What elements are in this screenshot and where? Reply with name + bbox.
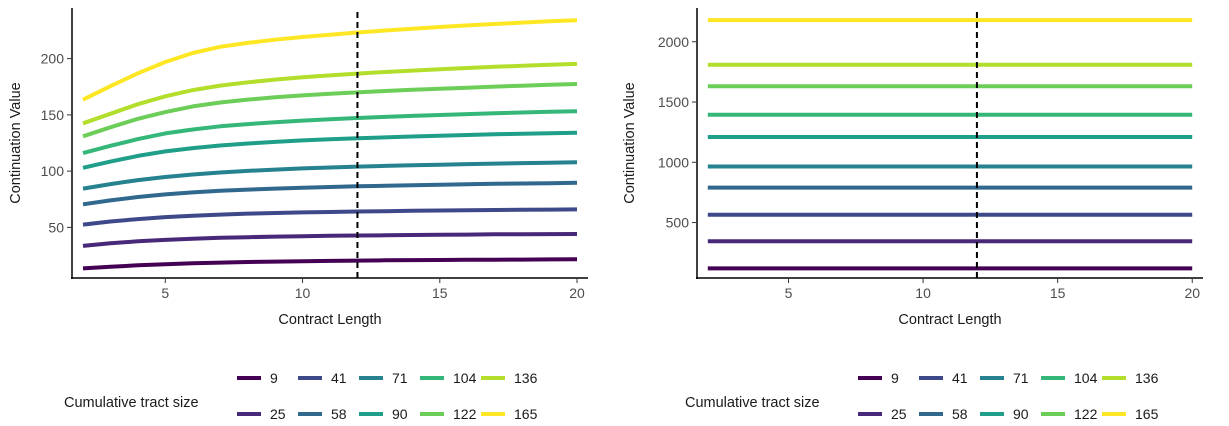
- y-tick-label: 2000: [658, 34, 689, 50]
- x-axis-title: Contract Length: [898, 312, 1001, 328]
- legend-label: 71: [392, 370, 408, 386]
- legend-label: 25: [270, 406, 286, 422]
- legend-label: 58: [331, 406, 347, 422]
- legend-label: 136: [514, 370, 538, 386]
- series-line-41: [82, 207, 578, 227]
- legend-label: 90: [1013, 406, 1029, 422]
- series-line-25: [82, 232, 578, 248]
- legend-title: Cumulative tract size: [685, 395, 820, 411]
- left-chart-panel: 5 10 15 20 50 100 150 200 Contract Length Continu…: [0, 0, 614, 426]
- y-axis-title: Continuation Value: [622, 82, 638, 203]
- series-line-90: [82, 130, 578, 170]
- series-line-104: [82, 109, 578, 156]
- legend-label: 9: [270, 370, 278, 386]
- legend: Cumulative tract size 9 41 71 104 136 25 58 90 12…: [685, 370, 1159, 422]
- legend-label: 71: [1013, 370, 1029, 386]
- y-axis-title: Continuation Value: [8, 82, 24, 203]
- x-tick-label: 20: [1184, 285, 1200, 301]
- legend-label: 41: [952, 370, 968, 386]
- series-line-58: [82, 180, 578, 207]
- series-line-122: [82, 82, 578, 139]
- x-tick-label: 15: [432, 285, 448, 301]
- y-tick-label: 100: [41, 163, 65, 179]
- legend-title: Cumulative tract size: [64, 395, 199, 411]
- x-tick-label: 10: [915, 285, 931, 301]
- legend-label: 90: [392, 406, 408, 422]
- legend-label: 104: [453, 370, 477, 386]
- y-tick-label: 1000: [658, 154, 689, 170]
- right-chart: 5 10 15 20 500 1000 1500 2000 Contract Length Con…: [622, 8, 1203, 422]
- y-tick-label: 50: [48, 219, 64, 235]
- x-tick-label: 5: [161, 285, 169, 301]
- legend: Cumulative tract size 9 41 71 104 136 25 58 90 12…: [64, 370, 538, 422]
- legend-label: 58: [952, 406, 968, 422]
- x-tick-label: 10: [295, 285, 311, 301]
- series-line-71: [82, 160, 578, 191]
- y-tick-label: 200: [41, 51, 65, 67]
- legend-label: 25: [891, 406, 907, 422]
- legend-label: 165: [514, 406, 538, 422]
- x-tick-label: 5: [785, 285, 793, 301]
- y-tick-label: 1500: [658, 94, 689, 110]
- series-line-9: [82, 257, 578, 271]
- legend-label: 41: [331, 370, 347, 386]
- legend-label: 165: [1135, 406, 1159, 422]
- x-axis-title: Contract Length: [278, 312, 381, 328]
- right-chart-panel: 5 10 15 20 500 1000 1500 2000 Contract Length Con…: [614, 0, 1229, 426]
- left-chart: 5 10 15 20 50 100 150 200 Contract Length Continu…: [8, 8, 588, 422]
- y-tick-label: 500: [666, 215, 690, 231]
- y-tick-label: 150: [41, 107, 65, 123]
- legend-label: 122: [453, 406, 477, 422]
- legend-label: 104: [1074, 370, 1098, 386]
- series-line-165: [82, 18, 578, 102]
- x-tick-label: 15: [1050, 285, 1066, 301]
- legend-label: 122: [1074, 406, 1098, 422]
- series-line-136: [82, 61, 578, 126]
- legend-label: 136: [1135, 370, 1159, 386]
- x-tick-label: 20: [569, 285, 585, 301]
- legend-label: 9: [891, 370, 899, 386]
